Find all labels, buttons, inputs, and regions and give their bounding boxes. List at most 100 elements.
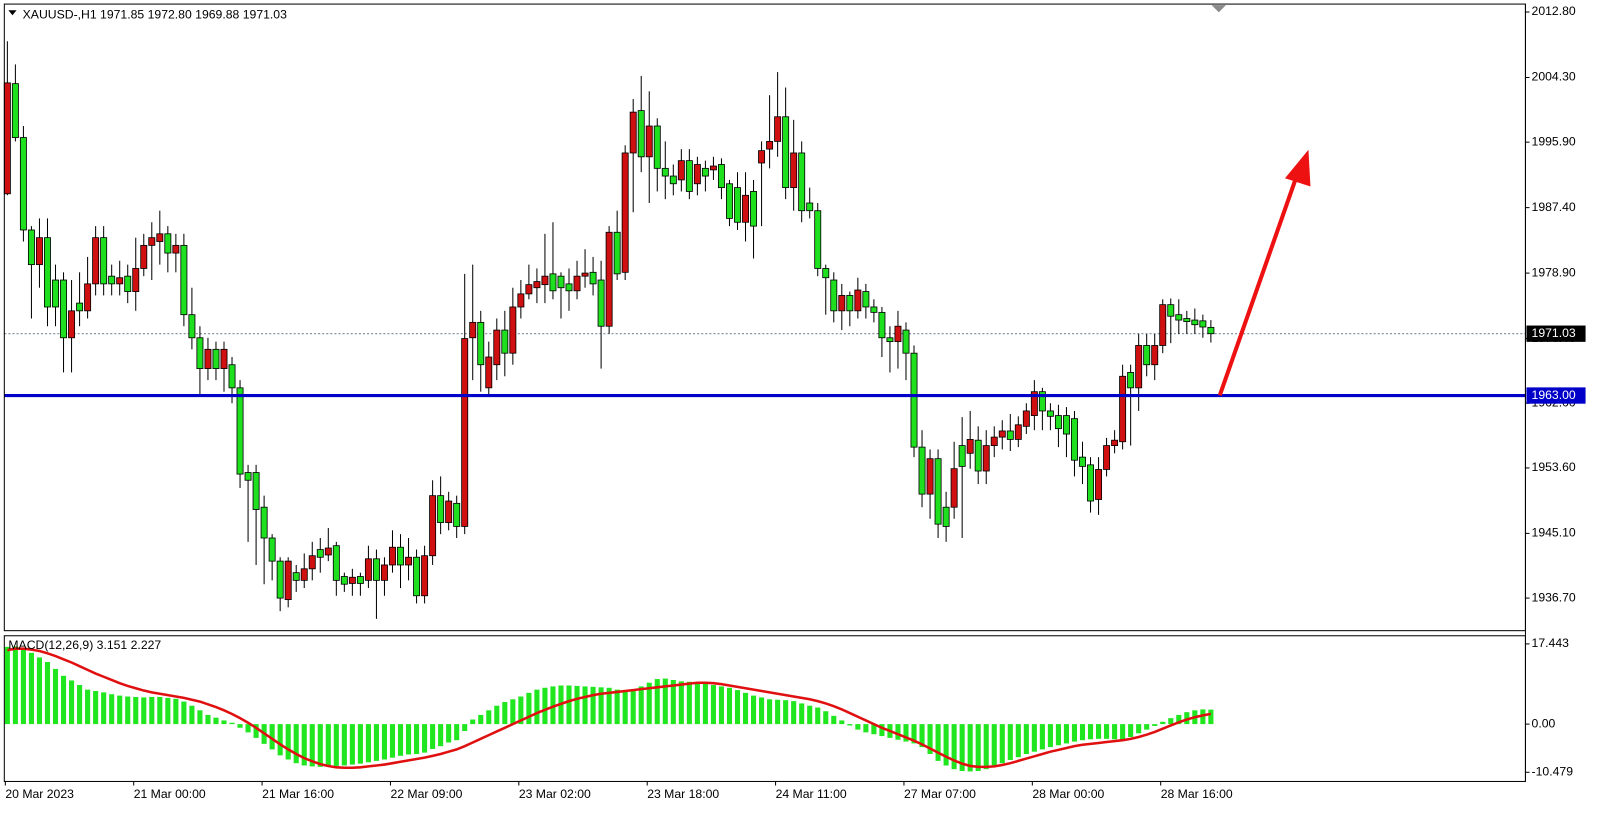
candle-body	[990, 436, 998, 446]
current-price-box	[1526, 325, 1586, 342]
candle-body	[854, 289, 862, 312]
chart-header: XAUUSD-,H1 1971.85 1972.80 1969.88 1971.…	[23, 8, 287, 22]
macd-bar	[253, 724, 259, 738]
macd-bar	[446, 724, 452, 743]
macd-bar	[823, 711, 829, 725]
macd-bar	[502, 702, 508, 725]
macd-bar	[614, 689, 620, 725]
y-tick-label: 1945.10	[1532, 526, 1576, 540]
candle-body	[76, 302, 84, 312]
macd-bar	[1063, 724, 1070, 744]
y-tick-label: 17.443	[1532, 636, 1570, 650]
macd-bar	[101, 692, 107, 725]
candle-body	[966, 439, 974, 454]
symbol-menu-icon[interactable]	[8, 10, 17, 16]
candle-body	[549, 273, 557, 292]
candle-body	[533, 281, 541, 289]
candle-body	[268, 537, 276, 562]
candle-body	[902, 329, 910, 354]
macd-bar	[839, 720, 845, 725]
candle-body	[1046, 410, 1054, 417]
candle-body	[1199, 320, 1207, 328]
macd-bar	[494, 705, 500, 725]
macd-bar	[1047, 724, 1053, 748]
candle-body	[926, 458, 934, 495]
macd-bar	[670, 679, 676, 725]
candle-body	[244, 472, 252, 481]
candle-body	[509, 306, 517, 354]
candle-body	[340, 576, 348, 585]
macd-bar	[293, 724, 299, 764]
candle-body	[573, 275, 581, 292]
candle-body	[557, 275, 565, 289]
candle-body	[830, 279, 838, 312]
candle-body	[156, 233, 164, 242]
candle-body	[677, 160, 685, 181]
x-tick-label: 21 Mar 00:00	[134, 787, 206, 801]
candle-body	[140, 244, 148, 269]
candle-body	[998, 430, 1006, 438]
macd-bar	[1039, 724, 1045, 750]
macd-bar	[775, 699, 781, 725]
macd-bar	[422, 724, 428, 753]
chart-shift-marker[interactable]	[1211, 5, 1226, 13]
candle-body	[822, 268, 830, 279]
signal-line	[7, 647, 1212, 770]
candle-body	[308, 555, 316, 570]
macd-bar	[165, 697, 171, 725]
macd-bar	[245, 724, 251, 733]
candle-body	[1151, 345, 1159, 366]
macd-bar	[1144, 724, 1150, 730]
candle-body	[613, 231, 621, 275]
macd-bar	[237, 724, 243, 728]
candle-body	[701, 167, 709, 177]
candle-body	[52, 279, 59, 308]
candle-body	[44, 237, 51, 308]
macd-bar	[999, 724, 1005, 764]
macd-bar	[807, 705, 813, 725]
macd-bar	[1208, 709, 1214, 725]
macd-bar	[317, 724, 323, 767]
macd-bar	[855, 724, 861, 730]
candle-body	[1191, 319, 1199, 326]
macd-bar	[1023, 724, 1029, 754]
candle-body	[878, 311, 886, 339]
candle-body	[27, 229, 35, 266]
macd-bar	[229, 722, 235, 725]
candle-body	[669, 175, 677, 185]
macd-bar	[975, 724, 981, 772]
macd-bar	[686, 681, 692, 725]
macd-bar	[478, 714, 484, 725]
macd-bar	[542, 687, 548, 725]
candle-body	[124, 275, 132, 292]
candle-body	[453, 502, 461, 527]
macd-bar	[534, 689, 540, 725]
candle-body	[774, 116, 782, 142]
y-tick-label: 0.00	[1532, 716, 1556, 730]
macd-bar	[1071, 724, 1078, 742]
candle-body	[782, 116, 790, 189]
macd-bar	[125, 696, 131, 725]
macd-bar	[309, 724, 315, 767]
macd-bar	[1168, 718, 1174, 725]
macd-bar	[85, 689, 91, 725]
candle-body	[589, 271, 597, 285]
macd-bar	[1031, 724, 1037, 752]
candle-body	[469, 321, 477, 339]
macd-bar	[710, 685, 716, 725]
macd-bar	[373, 724, 379, 761]
macd-bar	[1120, 724, 1126, 740]
candle-body	[846, 295, 854, 312]
candle-body	[429, 495, 437, 557]
macd-bar	[173, 698, 179, 725]
candle-body	[413, 556, 421, 597]
macd-bar	[927, 724, 933, 754]
candle-body	[252, 472, 260, 510]
x-tick-label: 23 Mar 02:00	[519, 787, 591, 801]
x-tick-label: 24 Mar 11:00	[776, 787, 847, 801]
candle-body	[485, 356, 493, 389]
macd-bar	[791, 701, 797, 725]
macd-bar	[389, 724, 396, 758]
macd-bar	[991, 724, 997, 767]
candle-body	[862, 291, 870, 308]
